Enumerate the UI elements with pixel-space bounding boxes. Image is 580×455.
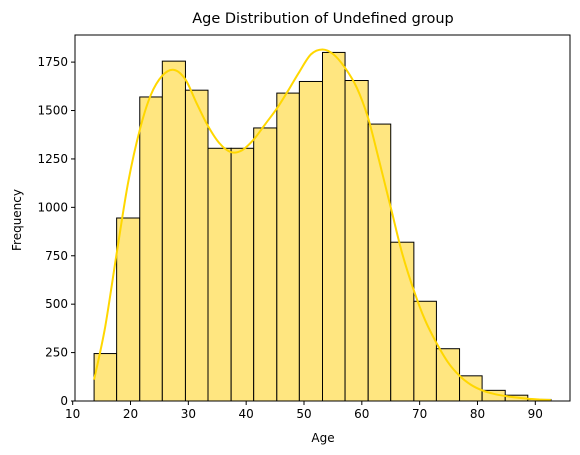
x-tick-label-40: 40 xyxy=(239,407,254,421)
x-tick-label-60: 60 xyxy=(354,407,369,421)
y-tick-label-1750: 1750 xyxy=(37,55,68,69)
y-tick-label-750: 750 xyxy=(45,249,68,263)
histogram-bar-10 xyxy=(298,80,324,402)
histogram-bar-11 xyxy=(322,51,346,402)
y-tick-label-1250: 1250 xyxy=(37,152,68,166)
histogram-bar-14 xyxy=(390,241,415,402)
x-tick-label-80: 80 xyxy=(470,407,485,421)
histogram-bar-12 xyxy=(344,80,369,402)
x-axis: 10 20 30 40 50 60 70 80 90 xyxy=(65,401,543,421)
x-tick-label-20: 20 xyxy=(123,407,138,421)
y-tick-label-500: 500 xyxy=(45,297,68,311)
histogram-bar-4 xyxy=(161,60,186,402)
histogram-bar-7 xyxy=(230,147,255,402)
histogram-bar-3 xyxy=(139,96,163,402)
bars-layer xyxy=(93,51,552,402)
y-tick-label-0: 0 xyxy=(60,394,68,408)
histogram-bar-2 xyxy=(116,217,141,402)
histogram-bar-15 xyxy=(413,300,437,402)
x-axis-title: Age xyxy=(311,431,334,445)
x-tick-label-10: 10 xyxy=(65,407,80,421)
histogram-bar-9 xyxy=(276,92,300,402)
y-tick-label-250: 250 xyxy=(45,346,68,360)
histogram-bar-8 xyxy=(253,127,278,402)
y-tick-label-1500: 1500 xyxy=(37,104,68,118)
kde-curve xyxy=(93,48,551,401)
plot-area-frame xyxy=(74,34,571,402)
x-tick-label-30: 30 xyxy=(181,407,196,421)
x-tick-label-90: 90 xyxy=(528,407,543,421)
x-tick-label-50: 50 xyxy=(296,407,311,421)
y-axis: 0 250 500 750 1000 1250 1500 1750 xyxy=(37,55,75,408)
histogram-bar-5 xyxy=(184,89,209,402)
chart-title: Age Distribution of Undefined group xyxy=(192,11,454,27)
histogram-bar-6 xyxy=(207,147,232,402)
histogram-bar-16 xyxy=(435,348,461,402)
x-tick-label-70: 70 xyxy=(412,407,427,421)
y-axis-title: Frequency xyxy=(10,189,24,251)
y-tick-label-1000: 1000 xyxy=(37,200,68,214)
